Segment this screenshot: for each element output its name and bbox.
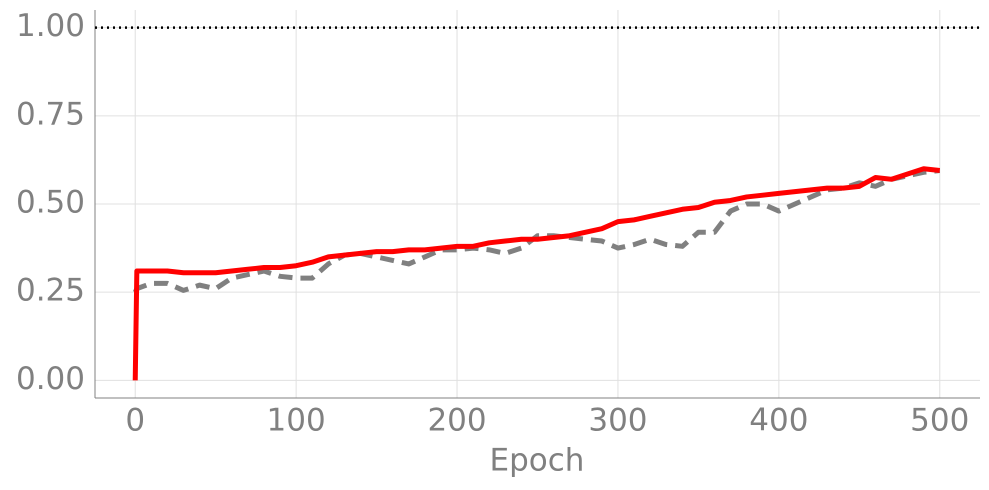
x-axis-label: Epoch: [490, 443, 585, 479]
x-tick-label: 100: [267, 403, 326, 439]
x-tick-label: 400: [749, 403, 808, 439]
x-tick-label: 0: [125, 403, 145, 439]
y-tick-label: 1.00: [16, 8, 85, 44]
data-line: [132, 168, 941, 294]
y-tick-label: 0.75: [16, 96, 85, 132]
x-tick-label: 200: [427, 403, 486, 439]
x-tick-label: 500: [910, 403, 969, 439]
data-line: [132, 166, 941, 381]
y-tick-label: 0.25: [16, 273, 85, 309]
y-tick-label: 0.50: [16, 185, 85, 221]
y-tick-label: 0.00: [16, 361, 85, 397]
x-tick-label: 300: [588, 403, 647, 439]
